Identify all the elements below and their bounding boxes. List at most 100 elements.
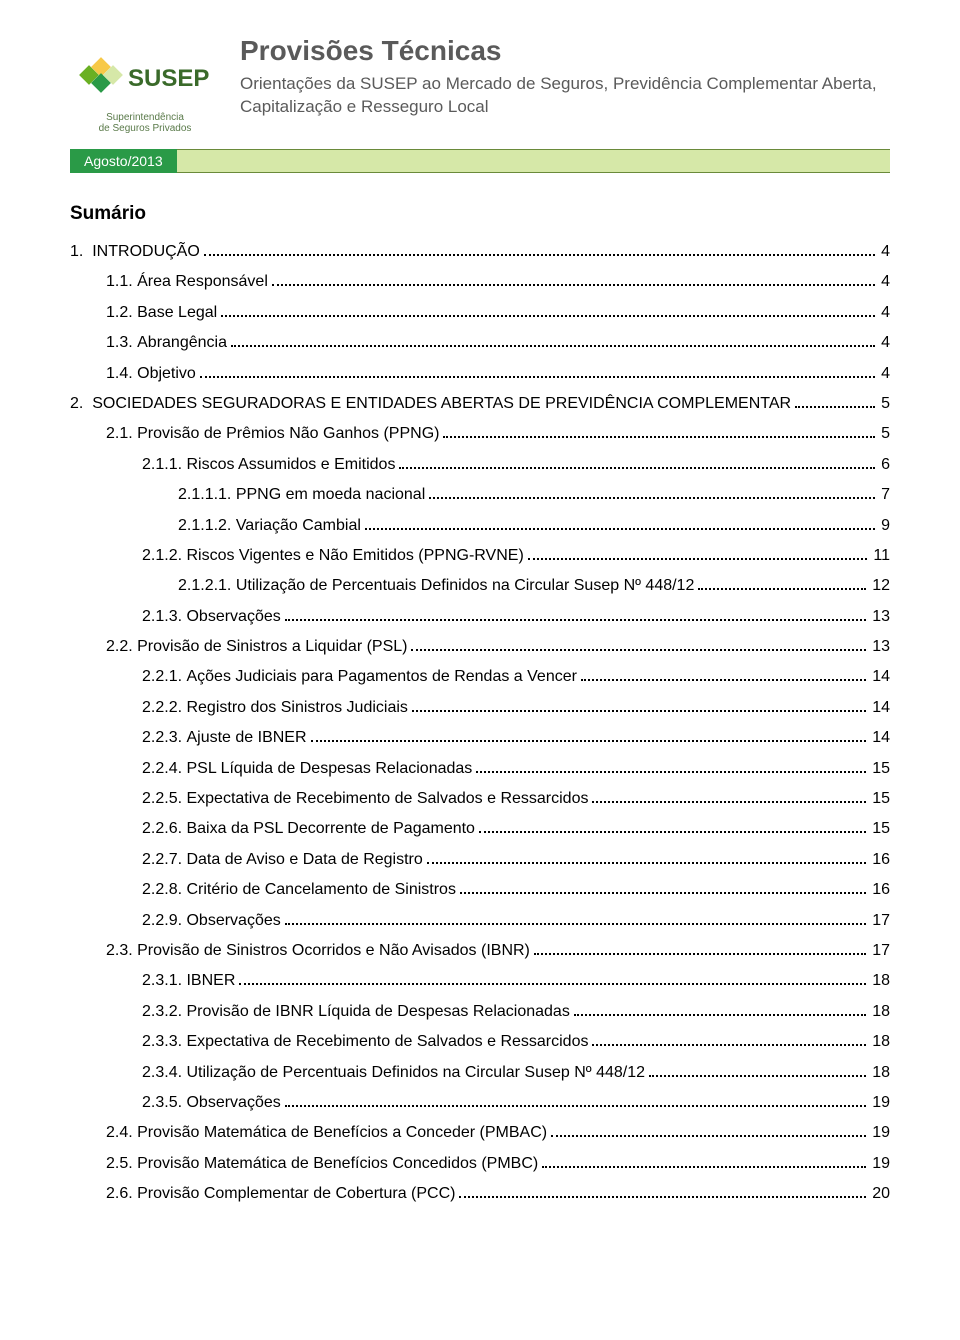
toc-entry-page: 13: [870, 602, 890, 632]
toc-entry-page: 9: [879, 511, 890, 541]
toc-row: 2.4. Provisão Matemática de Benefícios a…: [70, 1118, 890, 1148]
susep-logo: SUSEP: [70, 50, 220, 110]
toc-row: 2.3.1. IBNER 18: [70, 966, 890, 996]
toc-entry-page: 6: [879, 450, 890, 480]
document-header: SUSEP Superintendência de Seguros Privad…: [70, 30, 890, 134]
toc-leader-dots: [795, 406, 875, 408]
toc-row: 2.2.8. Critério de Cancelamento de Sinis…: [70, 875, 890, 905]
document-title: Provisões Técnicas: [240, 35, 890, 67]
toc-entry-page: 14: [870, 662, 890, 692]
toc-entry-page: 17: [870, 936, 890, 966]
toc-leader-dots: [698, 588, 866, 590]
toc-row: 2.5. Provisão Matemática de Benefícios C…: [70, 1149, 890, 1179]
toc-entry-label: 2.2.8. Critério de Cancelamento de Sinis…: [142, 875, 456, 905]
toc-leader-dots: [411, 649, 866, 651]
logo-caption: Superintendência de Seguros Privados: [99, 112, 192, 134]
toc-leader-dots: [476, 771, 866, 773]
toc-row: 2.1.3. Observações13: [70, 602, 890, 632]
date-stripe: [177, 149, 890, 173]
toc-entry-page: 18: [870, 1027, 890, 1057]
toc-entry-page: 5: [879, 419, 890, 449]
toc-entry-page: 19: [870, 1088, 890, 1118]
toc-row: 1.1. Área Responsável4: [70, 267, 890, 297]
toc-leader-dots: [592, 1044, 866, 1046]
toc-entry-label: 2.3.3. Expectativa de Recebimento de Sal…: [142, 1027, 588, 1057]
toc-entry-page: 19: [870, 1118, 890, 1148]
toc-entry-label: 2.3. Provisão de Sinistros Ocorridos e N…: [106, 936, 530, 966]
toc-row: 2.2.3. Ajuste de IBNER 14: [70, 723, 890, 753]
toc-entry-label: 1.3. Abrangência: [106, 328, 227, 358]
header-text-block: Provisões Técnicas Orientações da SUSEP …: [240, 30, 890, 119]
toc-entry-page: 14: [870, 723, 890, 753]
toc-entry-label: 2.3.1. IBNER: [142, 966, 235, 996]
toc-entry-label: 2.6. Provisão Complementar de Cobertura …: [106, 1179, 455, 1209]
toc-row: 1.3. Abrangência 4: [70, 328, 890, 358]
toc-row: 2.1.1.1. PPNG em moeda nacional7: [70, 480, 890, 510]
toc-leader-dots: [231, 345, 875, 347]
date-label: Agosto/2013: [70, 149, 177, 173]
toc-row: 2.3.3. Expectativa de Recebimento de Sal…: [70, 1027, 890, 1057]
sumario-heading: Sumário: [70, 203, 890, 225]
toc-entry-label: 2.2.6. Baixa da PSL Decorrente de Pagame…: [142, 814, 475, 844]
toc-entry-page: 15: [870, 784, 890, 814]
toc-leader-dots: [459, 1196, 866, 1198]
toc-leader-dots: [534, 953, 866, 955]
toc-row: 2.1.2.1. Utilização de Percentuais Defin…: [70, 571, 890, 601]
toc-leader-dots: [365, 528, 875, 530]
toc-row: 2.2.5. Expectativa de Recebimento de Sal…: [70, 784, 890, 814]
logo-text: SUSEP: [128, 65, 209, 92]
toc-entry-page: 18: [870, 1058, 890, 1088]
toc-entry-page: 4: [879, 359, 890, 389]
toc-entry-label: 2.2.3. Ajuste de IBNER: [142, 723, 307, 753]
toc-entry-label: 2.3.5. Observações: [142, 1088, 281, 1118]
toc-entry-page: 15: [870, 754, 890, 784]
toc-leader-dots: [649, 1075, 866, 1077]
toc-row: 2.2.2. Registro dos Sinistros Judiciais1…: [70, 693, 890, 723]
toc-leader-dots: [574, 1014, 866, 1016]
toc-row: 2.2.7. Data de Aviso e Data de Registro1…: [70, 845, 890, 875]
toc-entry-label: 2.2.2. Registro dos Sinistros Judiciais: [142, 693, 408, 723]
toc-entry-label: 1.2. Base Legal: [106, 298, 217, 328]
toc-row: 2.1.2. Riscos Vigentes e Não Emitidos (P…: [70, 541, 890, 571]
table-of-contents: 1. INTRODUÇÃO41.1. Área Responsável41.2.…: [70, 237, 890, 1210]
toc-leader-dots: [221, 315, 875, 317]
toc-entry-label: 2.1.1.2. Variação Cambial: [178, 511, 361, 541]
toc-row: 2.2.4. PSL Líquida de Despesas Relaciona…: [70, 754, 890, 784]
toc-entry-page: 13: [870, 632, 890, 662]
toc-row: 2.2. Provisão de Sinistros a Liquidar (P…: [70, 632, 890, 662]
toc-leader-dots: [285, 923, 866, 925]
toc-entry-page: 11: [871, 541, 890, 571]
toc-entry-label: 2.5. Provisão Matemática de Benefícios C…: [106, 1149, 538, 1179]
toc-entry-label: 2.2.9. Observações: [142, 906, 281, 936]
toc-row: 2.6. Provisão Complementar de Cobertura …: [70, 1179, 890, 1209]
toc-entry-label: 1. INTRODUÇÃO: [70, 237, 200, 267]
toc-entry-page: 4: [879, 237, 890, 267]
toc-entry-label: 2.2.7. Data de Aviso e Data de Registro: [142, 845, 423, 875]
toc-leader-dots: [581, 679, 866, 681]
toc-row: 2.2.9. Observações17: [70, 906, 890, 936]
toc-leader-dots: [412, 710, 866, 712]
toc-entry-label: 2.1.2.1. Utilização de Percentuais Defin…: [178, 571, 694, 601]
toc-entry-page: 5: [879, 389, 890, 419]
toc-entry-page: 4: [879, 328, 890, 358]
toc-row: 2. SOCIEDADES SEGURADORAS E ENTIDADES AB…: [70, 389, 890, 419]
toc-row: 2.3.4. Utilização de Percentuais Definid…: [70, 1058, 890, 1088]
toc-entry-page: 12: [870, 571, 890, 601]
toc-entry-label: 2.1.1. Riscos Assumidos e Emitidos: [142, 450, 395, 480]
logo-caption-line1: Superintendência: [106, 112, 184, 123]
toc-leader-dots: [200, 376, 875, 378]
toc-entry-page: 18: [870, 966, 890, 996]
toc-row: 2.2.6. Baixa da PSL Decorrente de Pagame…: [70, 814, 890, 844]
toc-entry-label: 2.1.1.1. PPNG em moeda nacional: [178, 480, 425, 510]
toc-entry-page: 4: [879, 267, 890, 297]
toc-entry-label: 2.2.5. Expectativa de Recebimento de Sal…: [142, 784, 588, 814]
toc-leader-dots: [272, 284, 875, 286]
toc-entry-label: 2.1.2. Riscos Vigentes e Não Emitidos (P…: [142, 541, 524, 571]
toc-row: 1. INTRODUÇÃO 4: [70, 237, 890, 267]
toc-row: 1.4. Objetivo4: [70, 359, 890, 389]
toc-leader-dots: [311, 740, 867, 742]
toc-leader-dots: [285, 1105, 866, 1107]
toc-entry-label: 2.2. Provisão de Sinistros a Liquidar (P…: [106, 632, 407, 662]
toc-leader-dots: [542, 1166, 866, 1168]
toc-entry-page: 18: [870, 997, 890, 1027]
